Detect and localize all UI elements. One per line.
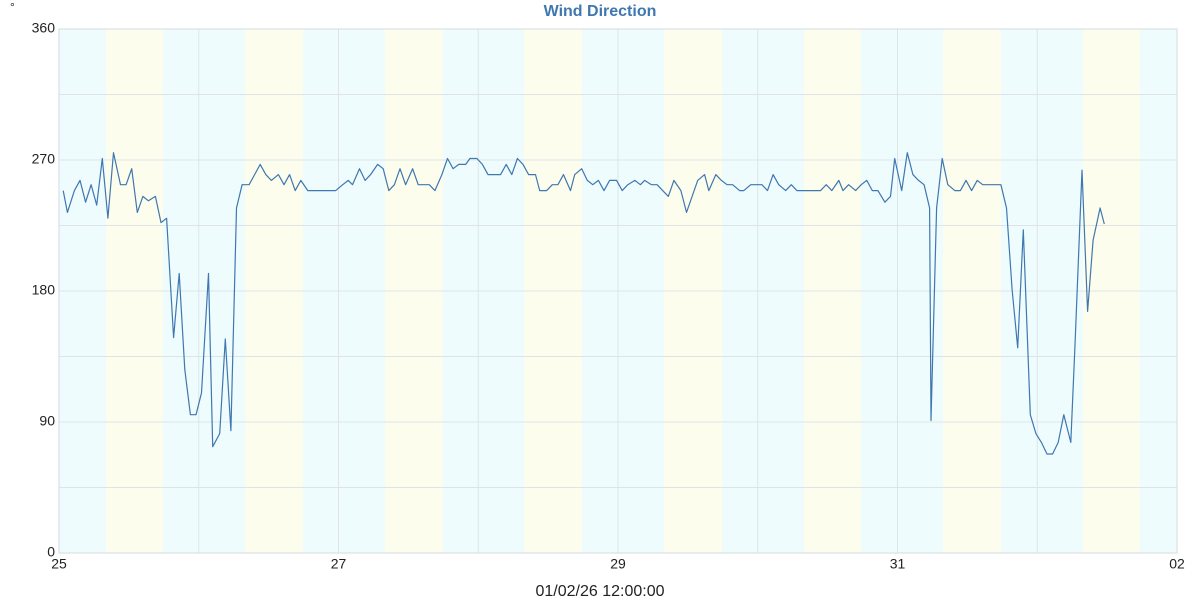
plot-border: [58, 28, 1178, 554]
x-tick-label: 31: [890, 556, 906, 572]
x-tick-label: 29: [610, 556, 626, 572]
x-tick-label: 02: [1169, 556, 1185, 572]
y-tick-label: 90: [39, 413, 55, 429]
x-tick-label: 27: [331, 556, 347, 572]
y-tick-label: 360: [32, 20, 56, 36]
y-tick-label: 270: [32, 151, 56, 167]
y-axis-unit: °: [10, 0, 15, 14]
line-series: [62, 152, 1105, 455]
y-tick-label: 180: [32, 282, 56, 298]
x-tick-label: 25: [51, 556, 67, 572]
y-tick-label: 0: [47, 544, 55, 560]
chart-title: Wind Direction: [544, 3, 657, 20]
x-axis-label: 01/02/26 12:00:00: [535, 583, 664, 600]
